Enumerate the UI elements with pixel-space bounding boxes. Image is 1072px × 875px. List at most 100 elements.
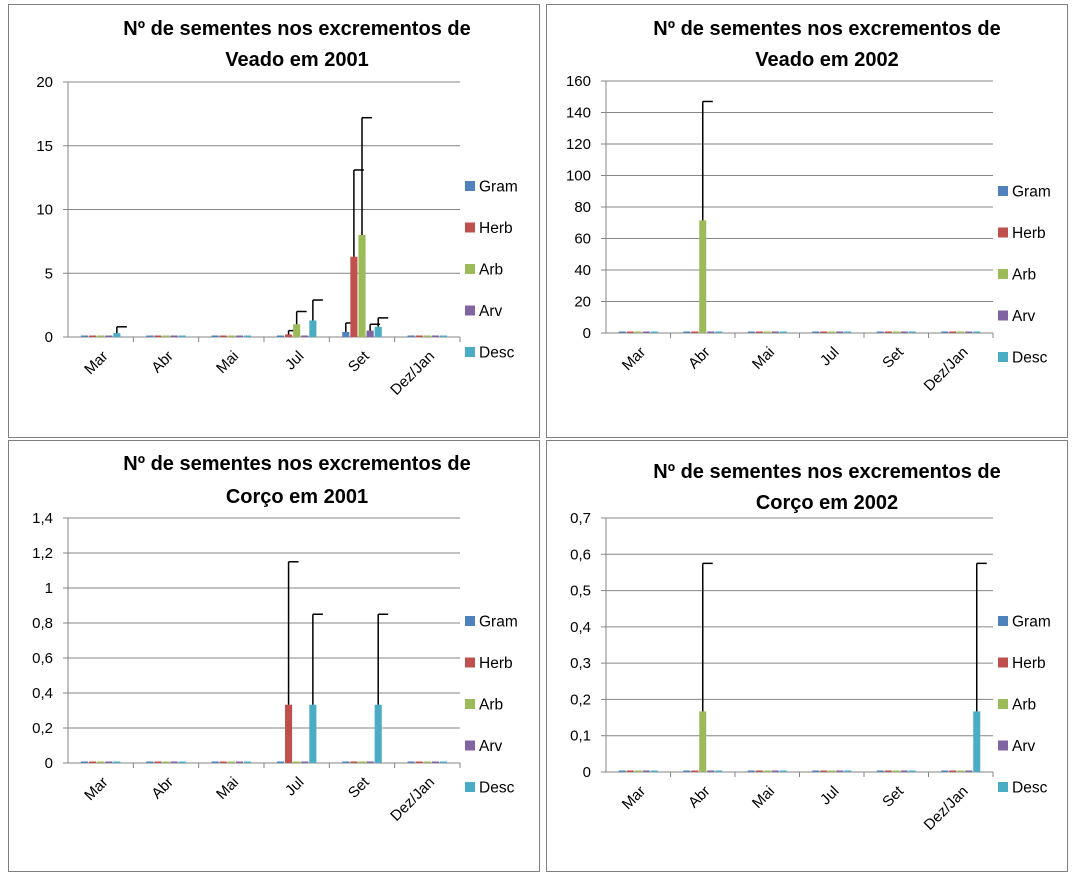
legend-swatch-herb [465,222,475,233]
chart-title-line2: Corço em 2001 [226,486,368,508]
bar-herb [755,331,763,333]
bar-arb [293,324,301,337]
bar-desc [243,761,252,763]
legend-swatch-desc [998,782,1008,792]
bar-herb [154,761,162,763]
legend-swatch-desc [998,352,1008,362]
x-tick-label: Abr [148,348,177,377]
bar-arb [358,761,366,763]
bar-arv [965,770,973,772]
bar-arb [358,235,366,337]
bar-herb [691,331,699,333]
bar-herb [691,770,699,772]
bar-arv [105,335,113,337]
bar-arv [707,331,715,333]
y-tick-label: 0,2 [570,691,591,708]
bar-arv [170,761,178,763]
bar-herb [219,335,227,337]
legend-swatch-gram [998,186,1008,196]
legend-swatch-desc [465,347,475,357]
bar-desc [715,770,723,772]
y-tick-label: 0,1 [570,728,591,745]
x-tick-label: Set [879,343,908,372]
bar-desc [439,335,448,337]
bar-arb [957,770,965,772]
legend-label: Desc [479,345,515,362]
legend-swatch-herb [998,657,1008,668]
x-tick-label: Set [345,773,374,802]
bar-arv [836,770,844,772]
bar-arb [227,335,235,337]
legend-label: Arv [1012,738,1036,755]
bar-herb [626,331,634,333]
bar-desc [178,335,186,337]
bar-gram [276,761,285,763]
y-tick-label: 1 [45,580,53,597]
legend-label: Desc [479,780,515,797]
y-tick-label: 80 [574,199,591,216]
legend-swatch-arv [998,310,1008,321]
bar-herb [285,334,293,337]
y-tick-label: 0,4 [570,619,591,636]
bar-gram [211,761,219,763]
bar-arv [707,770,715,772]
bar-arv [105,761,113,763]
bar-herb [415,335,423,337]
bar-arb [97,761,105,763]
x-tick-label: Set [879,782,908,811]
y-tick-label: 0,6 [570,546,591,563]
legend-swatch-arv [465,305,475,316]
bar-arv [965,331,973,333]
x-tick-label: Dez/Jan [921,344,972,395]
legend-swatch-arb [998,269,1008,279]
bar-arb [892,331,900,333]
legend-label: Gram [1012,614,1051,631]
x-tick-label: Set [345,347,374,376]
legend-swatch-herb [465,657,475,668]
y-tick-label: 40 [574,262,591,279]
y-tick-label: 0,2 [32,720,53,737]
x-tick-label: Mar [619,344,649,374]
legend-label: Herb [479,220,513,237]
x-tick-label: Mar [81,774,111,804]
bar-arv [301,335,309,337]
bar-arv [235,761,243,763]
bar-arb [634,331,642,333]
bar-desc [908,331,916,333]
chart-panel-veado-2001: Nº de sementes nos excrementos de Veado … [8,4,540,438]
bar-desc [779,770,787,772]
y-tick-label: 60 [574,231,591,248]
x-tick-label: Dez/Jan [387,348,438,399]
legend-label: Arv [479,303,503,320]
bar-desc [844,331,852,333]
bar-desc [374,704,382,763]
legend-label: Herb [1012,225,1046,242]
bar-desc [908,770,916,772]
bar-arv [366,761,374,763]
bar-gram [747,770,755,772]
x-tick-label: Jul [282,348,308,374]
bar-herb [626,770,634,772]
legend-swatch-arv [998,740,1008,751]
bar-arv [366,330,374,337]
bar-desc [113,761,121,763]
bar-gram [747,331,755,333]
y-tick-label: 1,2 [32,545,53,562]
bar-gram [146,335,154,337]
chart-svg: Nº de sementes nos excrementos de Veado … [566,18,1051,395]
y-tick-label: 0,4 [32,685,53,702]
legend-label: Arb [479,262,503,279]
bar-gram [941,770,949,772]
y-tick-label: 0,5 [570,583,591,600]
legend-label: Herb [479,655,513,672]
legend-swatch-herb [998,227,1008,238]
bar-gram [80,335,89,337]
legend-swatch-gram [465,616,475,626]
bar-gram [407,761,415,763]
bar-herb [154,335,162,337]
y-tick-label: 160 [566,73,591,90]
bar-arb [227,761,235,763]
x-tick-label: Mai [213,348,242,377]
bar-herb [884,331,892,333]
bar-herb [415,761,423,763]
